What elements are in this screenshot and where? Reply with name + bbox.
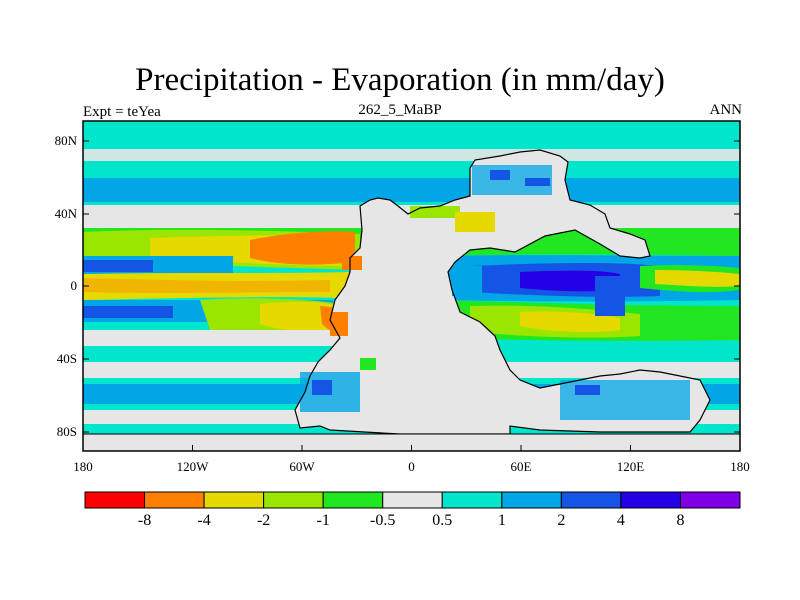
field-layer — [83, 121, 740, 451]
plot-subtitle: 262_5_MaBP — [358, 102, 442, 118]
lon-label: 60W — [289, 459, 315, 474]
field-patch — [595, 276, 625, 316]
lat-label: 80N — [54, 133, 77, 148]
field-patch — [525, 178, 550, 186]
lat-label: 40N — [54, 206, 77, 221]
lon-label: 0 — [408, 459, 415, 474]
field-patch — [455, 212, 495, 232]
colorbar-label: 0.5 — [432, 512, 453, 529]
field-patch — [342, 256, 362, 270]
field-patch — [575, 385, 600, 395]
field-patch — [490, 170, 510, 180]
field-patch — [452, 266, 482, 296]
field-patch — [330, 312, 348, 336]
lon-label: 180 — [730, 459, 750, 474]
field-band — [83, 272, 350, 300]
field-band — [83, 260, 153, 272]
colorbar-label: -8 — [137, 512, 152, 529]
colorbar-label: 2 — [557, 512, 566, 529]
field-patch — [312, 380, 332, 395]
colorbar-label: 8 — [676, 512, 685, 529]
field-band — [83, 178, 740, 202]
lon-label: 180 — [73, 459, 93, 474]
plot-title: Precipitation - Evaporation (in mm/day) — [135, 62, 665, 98]
field-band — [83, 278, 330, 293]
lat-label: 40S — [56, 351, 77, 366]
lon-label: 120W — [176, 459, 209, 474]
landmask — [83, 434, 740, 451]
lon-label: 120E — [616, 459, 645, 474]
colorbar-label: -2 — [256, 512, 271, 529]
colorbar-label: 4 — [616, 512, 625, 529]
field-patch — [360, 358, 376, 370]
season-label: ANN — [709, 102, 743, 118]
field-band — [83, 306, 173, 318]
coastline — [294, 149, 711, 435]
lon-ticks — [82, 445, 741, 451]
field-patch — [410, 206, 460, 218]
field-band — [83, 330, 343, 346]
field-band — [250, 231, 355, 265]
field-band — [83, 149, 740, 161]
lat-label: 0 — [70, 278, 78, 293]
experiment-label: Expt = teYea — [83, 104, 161, 120]
colorbar-label: -0.5 — [370, 512, 396, 529]
landmask — [295, 150, 710, 434]
field-band — [655, 270, 740, 287]
lat-label: 80S — [56, 424, 77, 439]
field-band — [600, 210, 740, 224]
colorbar-label: -4 — [197, 512, 211, 529]
field-band — [83, 121, 740, 149]
lat-ticks — [83, 140, 740, 433]
lon-label: 60E — [510, 459, 532, 474]
field-band — [520, 311, 620, 333]
colorbar-label: -1 — [316, 512, 330, 529]
colorbar-label: 1 — [497, 512, 506, 529]
